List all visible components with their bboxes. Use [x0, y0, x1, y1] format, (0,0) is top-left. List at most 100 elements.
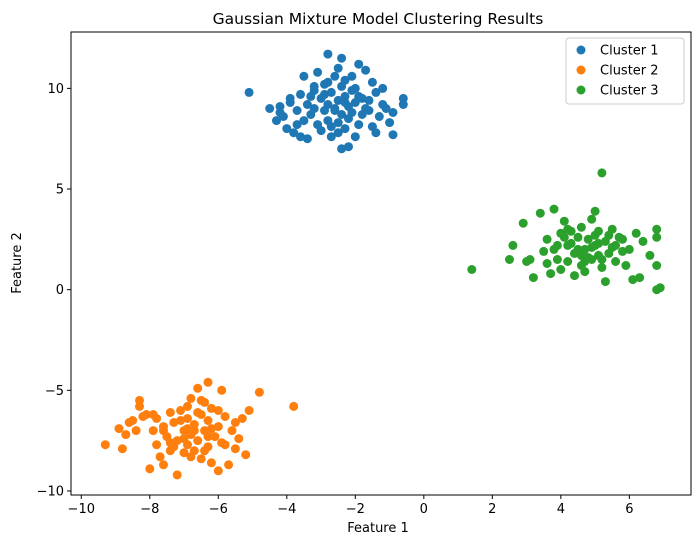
- scatter-points: [100, 49, 665, 480]
- cluster-2-point: [131, 426, 141, 436]
- cluster-3-point: [652, 232, 662, 242]
- cluster-2-point: [189, 426, 199, 436]
- cluster-2-point: [203, 416, 213, 425]
- cluster-3-point: [542, 234, 552, 244]
- cluster-1-point: [316, 126, 326, 136]
- cluster-1-point: [330, 106, 340, 115]
- cluster-3-point: [583, 234, 593, 244]
- cluster-1-point: [340, 75, 350, 85]
- cluster-3-point: [618, 234, 627, 244]
- cluster-1-point: [367, 77, 377, 87]
- cluster-2-point: [196, 395, 206, 405]
- cluster-2-point: [141, 410, 151, 419]
- cluster-2-point: [234, 434, 244, 444]
- cluster-1-point: [326, 122, 336, 132]
- cluster-2-point: [165, 408, 175, 417]
- cluster-2-point: [254, 387, 264, 397]
- cluster-2-point: [213, 466, 223, 476]
- cluster-1-point: [371, 87, 381, 97]
- cluster-1-point: [388, 130, 398, 140]
- cluster-1-point: [350, 132, 360, 142]
- chart-title: Gaussian Mixture Model Clustering Result…: [213, 10, 544, 28]
- x-tick-label: 6: [625, 502, 633, 517]
- cluster-3-point: [573, 232, 583, 242]
- cluster-2-point: [203, 432, 213, 442]
- x-tick-label: −8: [140, 502, 159, 517]
- cluster-3-point: [552, 240, 562, 250]
- cluster-3-point: [570, 271, 579, 281]
- cluster-3-point: [542, 259, 552, 268]
- cluster-3-point: [652, 224, 662, 234]
- x-tick-label: −2: [346, 502, 365, 517]
- cluster-3-point: [563, 257, 573, 266]
- cluster-3-point: [556, 265, 566, 274]
- cluster-1-point: [337, 110, 347, 119]
- cluster-3-point: [638, 236, 648, 246]
- cluster-3-point: [563, 224, 573, 234]
- cluster-3-point: [546, 269, 556, 279]
- cluster-2-point: [230, 444, 240, 454]
- cluster-2-point: [213, 406, 223, 415]
- y-tick-label: 5: [56, 183, 64, 198]
- cluster-3-point: [624, 244, 634, 254]
- cluster-2-point: [183, 401, 192, 411]
- cluster-1-point: [381, 104, 391, 113]
- cluster-3-point: [559, 216, 569, 226]
- cluster-2-point: [289, 401, 299, 411]
- cluster-3-point: [528, 273, 538, 283]
- cluster-2-point: [172, 470, 182, 480]
- y-axis-label: Feature 2: [10, 232, 25, 294]
- cluster-1-point: [323, 49, 333, 59]
- cluster-3-point: [604, 230, 614, 240]
- cluster-1-point: [333, 128, 343, 138]
- cluster-2-point: [193, 408, 203, 417]
- y-axis-ticks: −10 −5 0 5 10: [37, 82, 71, 499]
- cluster-2-point: [100, 440, 110, 450]
- cluster-2-point: [244, 406, 254, 415]
- plot-area-frame: [70, 31, 692, 496]
- cluster-3-point: [576, 222, 586, 232]
- x-axis-ticks: −10 −8 −6 −4 −2 0 2 4 6: [68, 495, 633, 517]
- cluster-2-point: [186, 393, 196, 403]
- cluster-2-point: [114, 424, 124, 434]
- cluster-2-point: [169, 418, 179, 427]
- cluster-1-point: [347, 71, 357, 81]
- cluster-2-point: [206, 458, 216, 468]
- cluster-2-point: [237, 414, 247, 423]
- cluster-1-point: [350, 83, 360, 93]
- legend-marker-cluster-3: [576, 85, 586, 95]
- cluster-2-point: [135, 401, 144, 411]
- cluster-2-point: [241, 450, 251, 460]
- cluster-1-point: [323, 100, 333, 109]
- cluster-2-point: [220, 412, 230, 421]
- cluster-3-point: [467, 265, 477, 274]
- cluster-3-point: [631, 228, 641, 238]
- cluster-2-point: [183, 424, 192, 434]
- cluster-1-point: [296, 132, 305, 142]
- cluster-1-point: [364, 95, 374, 105]
- cluster-1-point: [333, 118, 343, 128]
- x-axis-label: Feature 1: [347, 521, 409, 536]
- cluster-2-point: [165, 438, 175, 448]
- x-tick-label: 4: [557, 502, 565, 517]
- cluster-1-point: [309, 104, 319, 113]
- cluster-2-point: [176, 406, 186, 415]
- legend-box: [565, 37, 685, 105]
- cluster-3-point: [552, 255, 562, 264]
- cluster-2-point: [217, 385, 227, 395]
- cluster-3-point: [505, 255, 514, 264]
- cluster-1-point: [285, 93, 295, 103]
- cluster-3-point: [525, 255, 535, 264]
- cluster-1-point: [275, 108, 285, 117]
- x-tick-label: 2: [488, 502, 496, 517]
- cluster-1-point: [282, 124, 292, 134]
- cluster-1-point: [244, 87, 254, 97]
- cluster-1-point: [378, 83, 388, 93]
- legend: Cluster 1 Cluster 2 Cluster 3: [565, 37, 685, 105]
- cluster-1-point: [361, 65, 371, 75]
- cluster-3-point: [635, 273, 645, 283]
- cluster-2-point: [179, 448, 189, 458]
- cluster-3-point: [590, 230, 600, 240]
- cluster-2-point: [213, 422, 223, 432]
- cluster-3-point: [597, 168, 607, 178]
